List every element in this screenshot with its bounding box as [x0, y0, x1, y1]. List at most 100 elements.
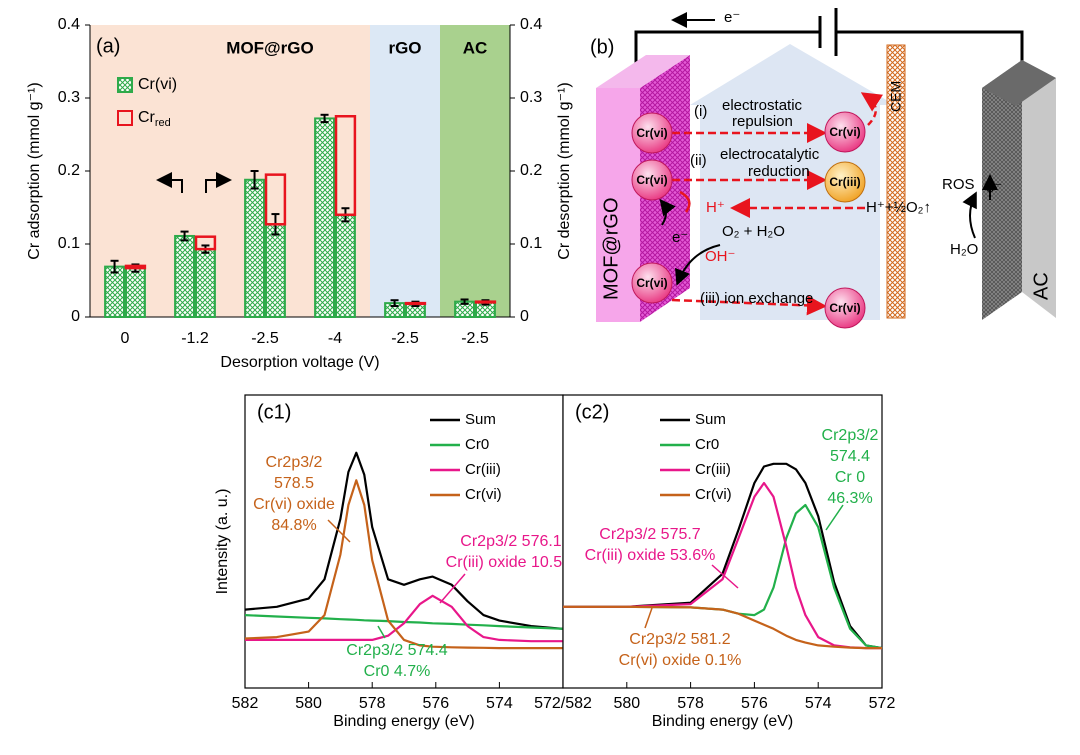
panel-label: (b)	[590, 36, 614, 58]
electron-label: e⁻	[672, 229, 688, 246]
y-tick-label: 0.3	[58, 89, 80, 106]
spectrum-line	[563, 462, 883, 650]
panel-label: (a)	[96, 35, 120, 57]
x-tick-label: 572/582	[534, 695, 592, 712]
x-tick-label: 582	[232, 695, 259, 712]
annotation-leader	[377, 625, 386, 639]
electrode-front	[596, 88, 640, 322]
bar	[314, 117, 336, 318]
x-tick-label: 574	[805, 695, 832, 712]
electron-arrow	[675, 244, 721, 286]
annotation-leader	[327, 519, 351, 543]
x-axis-title: Binding energy (eV)	[652, 713, 793, 730]
bar	[195, 248, 216, 318]
plot-frame	[562, 394, 883, 689]
water-arrow	[962, 191, 977, 239]
bar	[104, 265, 125, 319]
electrode-top	[596, 55, 690, 88]
annotation: Cr 0	[835, 469, 865, 486]
y-tick-label: 0.4	[58, 16, 80, 33]
electron-arrow	[659, 198, 676, 226]
x-tick-label: -4	[328, 330, 342, 347]
legend-label: Cr0	[465, 436, 489, 453]
annotation-leader	[644, 607, 653, 629]
bar-segment	[334, 115, 357, 217]
y-axis-title: Intensity (a. u.)	[214, 489, 231, 595]
annotation: Cr2p3/2 575.7	[599, 526, 701, 543]
x-tick-label: 574	[486, 695, 513, 712]
hydroxide-label: OH⁻	[705, 248, 735, 265]
species-ball	[631, 112, 673, 154]
pathway-arrow	[671, 295, 827, 316]
species-label: Cr(vi)	[636, 276, 667, 290]
annotation: Cr2p3/2	[266, 454, 323, 471]
annotation: Cr2p3/2	[822, 427, 879, 444]
annotation: Cr(iii) oxide 10.5%	[446, 554, 577, 571]
annotation: Cr(iii) oxide 53.6%	[585, 547, 716, 564]
legend-swatch	[117, 77, 133, 93]
x-tick-label: 576	[422, 695, 449, 712]
species-label: Cr(vi)	[636, 173, 667, 187]
x-tick-label: -1.2	[181, 330, 209, 347]
legend-swatch	[117, 110, 133, 126]
annotation-leader	[711, 564, 739, 589]
species-label: Cr(vi)	[829, 125, 860, 139]
x-tick-label: -2.5	[251, 330, 279, 347]
mechanism-label: (i)	[694, 103, 707, 120]
water-label: H₂O	[950, 241, 978, 258]
legend-label: Cr(vi)	[695, 486, 732, 503]
membrane	[886, 44, 906, 319]
legend-label: Sum	[695, 411, 726, 428]
annotation: 574.4	[830, 448, 870, 465]
annotation: Cr(vi) oxide 0.1%	[619, 652, 742, 669]
legend-label: Cr(vi)	[465, 486, 502, 503]
x-axis-title: Desorption voltage (V)	[220, 354, 379, 371]
bar	[174, 234, 196, 318]
y-tick-label: 0.1	[58, 235, 80, 252]
circuit-wire	[634, 30, 820, 75]
species-ball	[824, 111, 866, 153]
x-tick-label: 576	[741, 695, 768, 712]
legend-label: Cr(iii)	[695, 461, 731, 478]
spectrum-line	[563, 605, 882, 650]
spectrum-line	[244, 451, 564, 630]
proton-label: H⁺	[706, 199, 725, 216]
mechanism-label: reduction	[748, 163, 810, 180]
panel-label: (c2)	[575, 401, 609, 423]
species-ball	[824, 287, 866, 329]
annotation: Cr2p3/2 576.1	[460, 533, 562, 550]
y-tick-label: 0.2	[58, 162, 80, 179]
annotation: Cr0 4.7%	[364, 663, 431, 680]
ac-electrode-face	[982, 60, 1022, 320]
region-label: MOF@rGO	[226, 38, 313, 57]
species-label: Cr(vi)	[829, 301, 860, 315]
legend-name: Cr(vi)	[138, 76, 177, 93]
x-tick-label: 572	[869, 695, 896, 712]
bar-segment	[474, 300, 497, 304]
species-group: Cr(vi) Cr(vi) Cr(vi) Cr(vi) Cr(iii) Cr(v…	[631, 111, 866, 329]
x-tick-label: -2.5	[461, 330, 489, 347]
membrane-label: CEM	[888, 81, 904, 112]
bar	[125, 267, 146, 318]
spectrum-line	[245, 594, 563, 643]
repulsion-arrow	[860, 92, 884, 126]
y2-tick-label: 0.1	[520, 235, 542, 252]
legend-subscript: red	[155, 117, 171, 129]
panel-label: (c1)	[257, 401, 291, 423]
ac-electrode-top	[982, 60, 1056, 106]
y-axis-title: Cr adsorption (mmol g⁻¹)	[26, 82, 43, 259]
legend-name: Cr	[138, 109, 156, 126]
mechanism-label: (ii)	[690, 152, 707, 169]
bar-segment	[124, 264, 147, 270]
mechanism-label: electrocatalytic	[720, 146, 820, 163]
legend-label: Cr(vi)	[138, 76, 177, 93]
electrode-label: AC	[1030, 272, 1052, 300]
ros-label: ROS	[942, 176, 975, 193]
mechanism-label: electrostatic	[722, 97, 803, 114]
y2-tick-label: 0.4	[520, 16, 542, 33]
x-tick-label: 578	[359, 695, 386, 712]
x-tick-label: 580	[613, 695, 640, 712]
region-label: rGO	[388, 38, 421, 57]
legend-label: Crred	[138, 109, 171, 129]
x-tick-label: 0	[121, 330, 130, 347]
